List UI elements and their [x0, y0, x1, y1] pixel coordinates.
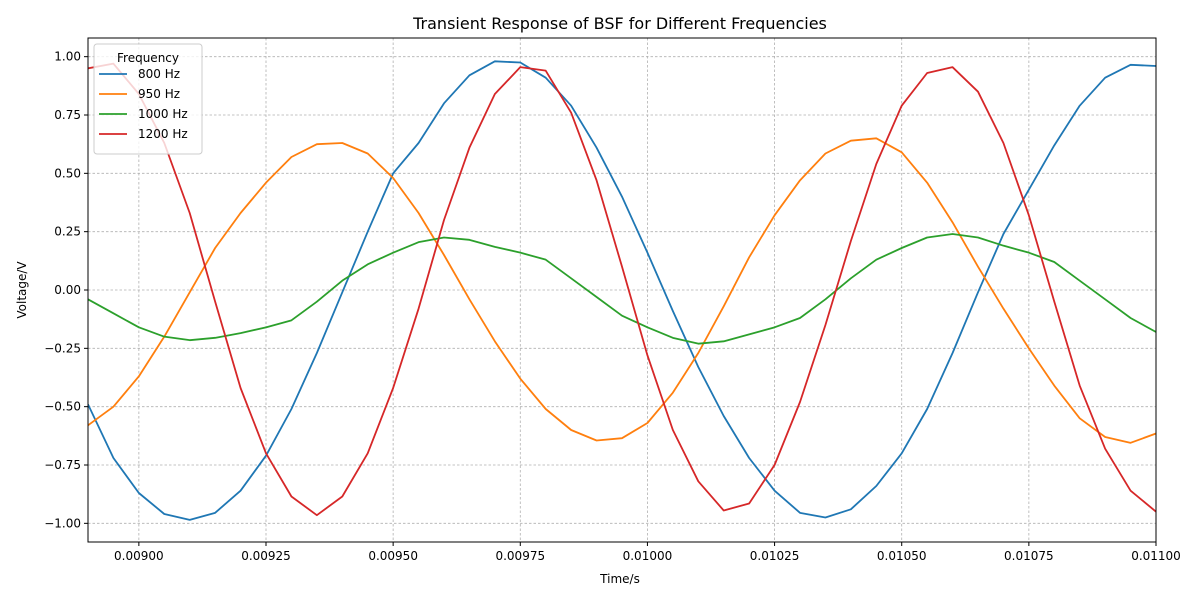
- x-tick-label: 0.01000: [623, 549, 673, 563]
- x-tick-label: 0.00950: [368, 549, 418, 563]
- series-line-1200-hz: [88, 62, 1156, 517]
- chart-title: Transient Response of BSF for Different …: [412, 14, 827, 33]
- legend-label-950-hz: 950 Hz: [138, 87, 180, 101]
- plot-frame: [87, 37, 1157, 543]
- y-axis-label: Voltage/V: [15, 261, 29, 319]
- axis-ticks: 0.00900 0.00925 0.00950 0.00975 0.01000 0.010…: [44, 50, 1181, 563]
- y-tick-label: −1.00: [44, 516, 81, 530]
- x-tick-label: 0.00900: [114, 549, 164, 563]
- grid-lines: [88, 38, 1157, 542]
- x-tick-label: 0.01075: [1004, 549, 1054, 563]
- y-tick-label: −0.75: [44, 458, 81, 472]
- x-tick-label: 0.00975: [495, 549, 545, 563]
- y-tick-label: 0.75: [54, 108, 81, 122]
- y-tick-label: 0.00: [54, 283, 81, 297]
- legend-label-1000-hz: 1000 Hz: [138, 107, 188, 121]
- y-tick-label: 0.50: [54, 166, 81, 180]
- legend-box: [93, 43, 203, 155]
- y-tick-label: −0.50: [44, 400, 81, 414]
- x-axis-label: Time/s: [599, 572, 640, 586]
- legend-label-800-hz: 800 Hz: [138, 67, 180, 81]
- y-tick-label: 1.00: [54, 50, 81, 64]
- series-lines: [88, 60, 1156, 521]
- x-tick-label: 0.01025: [750, 549, 800, 563]
- x-tick-label: 0.01100: [1131, 549, 1181, 563]
- y-tick-label: 0.25: [54, 225, 81, 239]
- y-tick-label: −0.25: [44, 341, 81, 355]
- legend-label-1200-hz: 1200 Hz: [138, 127, 188, 141]
- x-tick-label: 0.00925: [241, 549, 291, 563]
- series-line-1000-hz: [88, 233, 1156, 345]
- series-line-800-hz: [88, 60, 1156, 521]
- series-line-950-hz: [88, 137, 1156, 444]
- legend: Frequency 800 Hz 950 Hz 1000 Hz 1200 Hz: [93, 43, 203, 155]
- legend-title: Frequency: [117, 51, 179, 65]
- x-tick-label: 0.01050: [877, 549, 927, 563]
